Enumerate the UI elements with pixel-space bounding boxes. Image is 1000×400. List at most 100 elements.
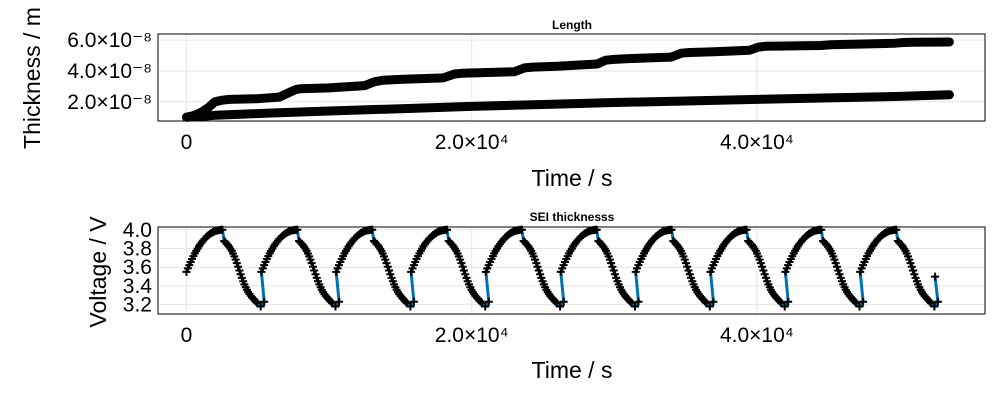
panel2-y-label: Voltage / V [85, 216, 111, 328]
p1-x-tick-label: 4.0×10⁴ [720, 131, 794, 154]
voltage-marker [833, 262, 841, 271]
voltage-marker [326, 297, 335, 306]
voltage-marker [835, 270, 844, 279]
voltage-marker [906, 259, 915, 268]
voltage-marker [409, 297, 418, 306]
panel1-y-tick-labels: 2.0×10⁻⁸ 4.0×10⁻⁸ 6.0×10⁻⁸ [67, 29, 152, 114]
voltage-marker [608, 262, 617, 271]
voltage-marker [476, 297, 485, 306]
thickness-series-1 [182, 37, 954, 122]
voltage-marker [382, 259, 391, 268]
voltage-marker [532, 259, 541, 268]
voltage-marker [533, 262, 542, 271]
voltage-marker [631, 302, 639, 311]
panel1-y-label: Thickness / m [19, 7, 45, 149]
voltage-marker [401, 297, 410, 306]
voltage-marker [309, 262, 317, 271]
voltage-marker [831, 259, 840, 268]
panel2-frame [157, 226, 986, 315]
panel2-x-tick-labels: 0 2.0×10⁴ 4.0×10⁴ [181, 324, 794, 347]
voltage-marker [759, 266, 768, 275]
voltage-marker [385, 266, 394, 275]
voltage-marker [626, 297, 635, 306]
voltage-marker [758, 262, 767, 271]
p2-y-tick-label: 3.8 [123, 238, 152, 261]
voltage-marker [406, 302, 415, 311]
voltage-marker [933, 297, 942, 306]
voltage-marker [634, 297, 643, 306]
voltage-marker [310, 266, 319, 275]
voltage-marker [232, 259, 241, 268]
panel1-x-label: Time / s [532, 165, 613, 191]
voltage-marker [536, 270, 545, 279]
panel1-series [182, 37, 954, 122]
voltage-marker [256, 302, 265, 311]
voltage-marker [609, 266, 618, 275]
voltage-marker [909, 266, 918, 275]
panel2-title: SEI thicknesss [530, 210, 615, 224]
voltage-marker [335, 297, 344, 306]
voltage-marker [311, 270, 320, 279]
voltage-marker [682, 259, 690, 268]
voltage-marker [780, 302, 789, 311]
voltage-marker [684, 266, 693, 275]
thickness-series-2 [182, 90, 954, 122]
voltage-marker [236, 270, 245, 279]
voltage-marker [459, 266, 468, 275]
thickness-panel: Length 0 2.0×10⁴ 4.0×10⁴ 2.0×10⁻⁸ 4.0×10⁻⁸ 6… [19, 7, 986, 191]
p1-y-tick-label: 2.0×10⁻⁸ [67, 91, 152, 114]
voltage-marker [931, 272, 940, 281]
voltage-marker [859, 297, 868, 306]
p2-y-tick-label: 3.6 [123, 256, 152, 279]
panel2-y-tick-labels: 3.23.43.63.84.0 [123, 219, 153, 317]
voltage-marker [850, 297, 859, 306]
panel2-series [182, 225, 942, 311]
voltage-marker [260, 297, 269, 306]
voltage-marker [925, 297, 934, 306]
voltage-marker [709, 297, 718, 306]
panel1-frame [157, 33, 986, 122]
voltage-marker [907, 262, 916, 271]
voltage-marker [234, 262, 243, 271]
p1-y-tick-label: 4.0×10⁻⁸ [67, 60, 152, 83]
voltage-marker [607, 259, 616, 268]
voltage-marker [760, 270, 769, 279]
voltage-markers [182, 225, 942, 311]
voltage-marker [551, 297, 560, 306]
voltage-panel: SEI thicknesss 0 2.0×10⁴ 4.0×10⁴ 3.23.43.6… [85, 210, 986, 383]
voltage-marker [685, 270, 694, 279]
voltage-marker [235, 266, 244, 275]
voltage-marker [481, 302, 490, 311]
voltage-marker [834, 266, 843, 275]
voltage-marker [610, 270, 619, 279]
p2-y-tick-label: 3.4 [123, 275, 153, 298]
voltage-marker [461, 270, 470, 279]
p2-x-tick-label: 2.0×10⁴ [435, 324, 509, 347]
panel1-x-tick-labels: 0 2.0×10⁴ 4.0×10⁴ [181, 131, 794, 154]
voltage-marker [383, 262, 392, 271]
voltage-marker [331, 302, 340, 311]
p2-y-tick-label: 3.2 [123, 294, 152, 317]
voltage-marker [784, 297, 793, 306]
voltage-marker [251, 297, 260, 306]
p1-x-tick-label: 2.0×10⁴ [435, 131, 509, 154]
panel2-x-label: Time / s [532, 357, 613, 383]
voltage-marker [457, 259, 466, 268]
p1-x-tick-label: 0 [181, 131, 193, 154]
panel1-title: Length [552, 18, 592, 32]
voltage-marker [307, 259, 316, 268]
voltage-marker [910, 270, 919, 279]
voltage-marker [458, 262, 467, 271]
voltage-marker [701, 297, 709, 306]
p1-y-tick-label: 6.0×10⁻⁸ [67, 29, 152, 52]
voltage-marker [559, 297, 568, 306]
voltage-marker [930, 302, 939, 311]
voltage-marker [556, 302, 565, 311]
voltage-marker [756, 259, 765, 268]
voltage-marker [775, 297, 784, 306]
voltage-marker [484, 297, 493, 306]
voltage-marker [683, 262, 692, 271]
voltage-marker [386, 270, 395, 279]
p2-x-tick-label: 0 [181, 324, 193, 347]
